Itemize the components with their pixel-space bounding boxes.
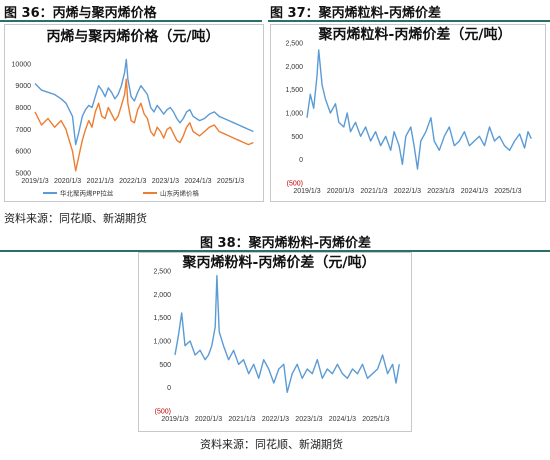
series-line-1 — [34, 58, 254, 146]
chart-title: 丙烯与聚丙烯价格（元/吨） — [46, 28, 219, 45]
y-tick-label: 1,000 — [153, 339, 171, 346]
y-tick-label: 1,000 — [285, 111, 303, 118]
chart-36-panel: 丙烯与聚丙烯价格（元/吨） 5000 6000 7000 8000 9000 10000 20… — [4, 24, 264, 202]
y-tick-label: (500) — [155, 409, 171, 416]
x-tick-label: 2025/1/3 — [494, 188, 521, 195]
x-tick-label: 2022/1/3 — [394, 188, 421, 195]
y-tick-label: 0 — [299, 157, 303, 164]
x-tick-label: 2019/1/3 — [161, 416, 188, 423]
x-tick-label: 2020/1/3 — [327, 188, 354, 195]
source-note-left: 资料来源：同花顺、新湖期货 — [4, 212, 147, 225]
header-rule-right — [268, 20, 550, 22]
chart-38-panel: 聚丙烯粉料-丙烯价差（元/吨） (500) 0 500 1,000 1,500 2,000 2… — [138, 252, 412, 432]
source-note-bottom: 资料来源：同花顺、新湖期货 — [200, 438, 343, 451]
y-tick-label: 2,500 — [153, 269, 171, 276]
figure-36-label: 图 36：丙烯与聚丙烯价格 — [4, 6, 157, 21]
series-line-1 — [306, 49, 532, 170]
series-line-2 — [34, 78, 254, 172]
chart-36-svg: 丙烯与聚丙烯价格（元/吨） 5000 6000 7000 8000 9000 10000 20… — [12, 28, 254, 198]
chart-title: 聚丙烯粉料-丙烯价差（元/吨） — [182, 254, 376, 271]
chart-38-svg: 聚丙烯粉料-丙烯价差（元/吨） (500) 0 500 1,000 1,500 2,000 2… — [153, 254, 400, 423]
y-tick-label: 6000 — [15, 149, 31, 156]
y-tick-label: 8000 — [15, 105, 31, 112]
x-tick-label: 2019/1/3 — [293, 188, 320, 195]
x-tick-label: 2024/1/3 — [184, 178, 211, 185]
y-tick-label: 2,000 — [285, 64, 303, 71]
y-tick-label: 5000 — [15, 171, 31, 178]
x-tick-label: 2023/1/3 — [152, 178, 179, 185]
chart-title: 聚丙烯粒料-丙烯价差（元/吨） — [318, 26, 512, 43]
x-tick-label: 2021/1/3 — [228, 416, 255, 423]
y-tick-label: 500 — [291, 134, 303, 141]
figure-37-label: 图 37：聚丙烯粒料-丙烯价差 — [270, 6, 442, 21]
y-tick-label: (500) — [287, 181, 303, 188]
legend-label-1: 华北聚丙烯PP拉丝 — [60, 189, 114, 198]
y-tick-label: 7000 — [15, 127, 31, 134]
x-tick-label: 2023/1/3 — [295, 416, 322, 423]
series-line-1 — [174, 275, 400, 393]
x-tick-label: 2022/1/3 — [262, 416, 289, 423]
y-tick-label: 1,500 — [153, 315, 171, 322]
x-tick-label: 2024/1/3 — [329, 416, 356, 423]
x-tick-label: 2022/1/3 — [119, 178, 146, 185]
y-tick-label: 1,500 — [285, 87, 303, 94]
chart-37-panel: 聚丙烯粒料-丙烯价差（元/吨） (500) 0 500 1,000 1,500 2,000 2… — [270, 24, 546, 202]
x-tick-label: 2024/1/3 — [461, 188, 488, 195]
x-tick-label: 2019/1/3 — [21, 178, 48, 185]
x-tick-label: 2025/1/3 — [362, 416, 389, 423]
y-tick-label: 500 — [159, 362, 171, 369]
legend-label-2: 山东丙烯价格 — [160, 189, 200, 198]
y-tick-label: 2,000 — [153, 292, 171, 299]
x-tick-label: 2025/1/3 — [217, 178, 244, 185]
x-tick-label: 2020/1/3 — [195, 416, 222, 423]
y-tick-label: 2,500 — [285, 41, 303, 48]
x-tick-label: 2021/1/3 — [360, 188, 387, 195]
x-tick-label: 2020/1/3 — [54, 178, 81, 185]
x-tick-label: 2023/1/3 — [427, 188, 454, 195]
header-rule-left — [0, 20, 262, 22]
y-tick-label: 10000 — [12, 61, 32, 68]
header-rule-bottom — [0, 250, 550, 252]
y-tick-label: 9000 — [15, 83, 31, 90]
figure-38-label: 图 38：聚丙烯粉料-丙烯价差 — [200, 236, 372, 251]
chart-37-svg: 聚丙烯粒料-丙烯价差（元/吨） (500) 0 500 1,000 1,500 2,000 2… — [285, 26, 532, 195]
y-tick-label: 0 — [167, 385, 171, 392]
x-tick-label: 2021/1/3 — [87, 178, 114, 185]
